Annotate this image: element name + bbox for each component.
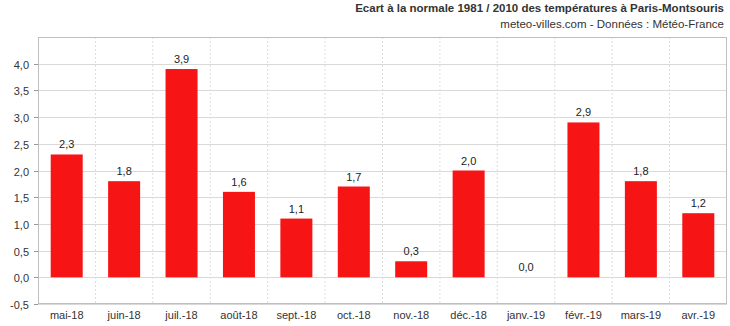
category-separator — [325, 37, 326, 304]
data-label: 1,2 — [691, 197, 706, 209]
category-separator — [497, 37, 498, 304]
bar — [510, 277, 542, 278]
bar — [682, 213, 714, 277]
y-tick-label: 2,0 — [14, 166, 29, 178]
x-tick-label: mars-19 — [621, 309, 661, 321]
y-tick-label: 1,5 — [14, 192, 29, 204]
grid-line — [38, 277, 727, 278]
bar — [51, 154, 83, 277]
data-label: 1,6 — [231, 176, 246, 188]
x-tick-label: juin-18 — [107, 309, 141, 321]
grid — [34, 37, 727, 305]
plot-frame — [39, 38, 727, 304]
subtitle: meteo-villes.com - Données : Météo-Franc… — [500, 18, 724, 30]
bar — [108, 181, 140, 277]
data-label: 3,9 — [174, 53, 189, 65]
data-label: 1,8 — [633, 165, 648, 177]
category-separator — [95, 37, 96, 304]
category-separator — [439, 37, 440, 304]
bar — [453, 171, 485, 278]
x-tick-label: oct.-18 — [337, 309, 371, 321]
data-label: 0,3 — [404, 245, 419, 257]
y-tick-label: 4,0 — [14, 59, 29, 71]
bars — [51, 69, 715, 277]
bar — [567, 122, 599, 277]
y-tick-label: 3,0 — [14, 112, 29, 124]
y-tick — [34, 224, 38, 225]
data-label: 0,0 — [518, 261, 533, 273]
x-tick-label: nov.-18 — [393, 309, 429, 321]
grid-line — [38, 224, 727, 225]
x-tick-label: janv.-19 — [506, 309, 545, 321]
category-separator — [669, 37, 670, 304]
bar — [280, 219, 312, 278]
x-tick-label: juil.-18 — [164, 309, 197, 321]
x-tick-label: avr.-19 — [681, 309, 715, 321]
bar — [625, 181, 657, 277]
y-tick-label: -0,5 — [10, 299, 29, 311]
y-tick — [34, 197, 38, 198]
category-separator — [210, 37, 211, 304]
data-label: 2,3 — [59, 138, 74, 150]
data-label: 1,7 — [346, 171, 361, 183]
y-tick — [34, 251, 38, 252]
x-tick-label: août-18 — [220, 309, 257, 321]
x-tick-label: déc.-18 — [450, 309, 487, 321]
y-tick — [34, 117, 38, 118]
category-separator — [612, 37, 613, 304]
bar — [223, 192, 255, 277]
y-tick — [34, 171, 38, 172]
x-tick-label: févr.-19 — [565, 309, 602, 321]
y-tick — [34, 90, 38, 91]
x-tick-label: sept.-18 — [277, 309, 317, 321]
y-tick-label: 3,5 — [14, 85, 29, 97]
data-label: 2,9 — [576, 106, 591, 118]
category-separator — [267, 37, 268, 304]
y-tick-label: 0,5 — [14, 246, 29, 258]
chart: Ecart à la normale 1981 / 2010 des tempé… — [0, 0, 730, 326]
x-tick-label: mai-18 — [50, 309, 84, 321]
category-separator — [554, 37, 555, 304]
bar — [166, 69, 198, 277]
bar — [338, 187, 370, 278]
data-label: 2,0 — [461, 155, 476, 167]
grid-line — [38, 251, 727, 252]
category-separator — [382, 37, 383, 304]
data-label: 1,1 — [289, 203, 304, 215]
grid-line — [38, 197, 727, 198]
y-tick — [34, 64, 38, 65]
grid-line — [38, 117, 727, 118]
y-tick — [34, 144, 38, 145]
bar — [395, 261, 427, 277]
y-tick-label: 1,0 — [14, 219, 29, 231]
y-tick-label: 0,0 — [14, 272, 29, 284]
grid-line — [38, 144, 727, 145]
data-label: 1,8 — [116, 165, 131, 177]
grid-line — [38, 90, 727, 91]
grid-line — [38, 171, 727, 172]
y-tick — [34, 304, 38, 305]
title: Ecart à la normale 1981 / 2010 des tempé… — [355, 2, 724, 14]
y-tick — [34, 277, 38, 278]
y-tick-label: 2,5 — [14, 139, 29, 151]
category-separator — [152, 37, 153, 304]
grid-line — [38, 304, 727, 305]
grid-line — [38, 64, 727, 65]
